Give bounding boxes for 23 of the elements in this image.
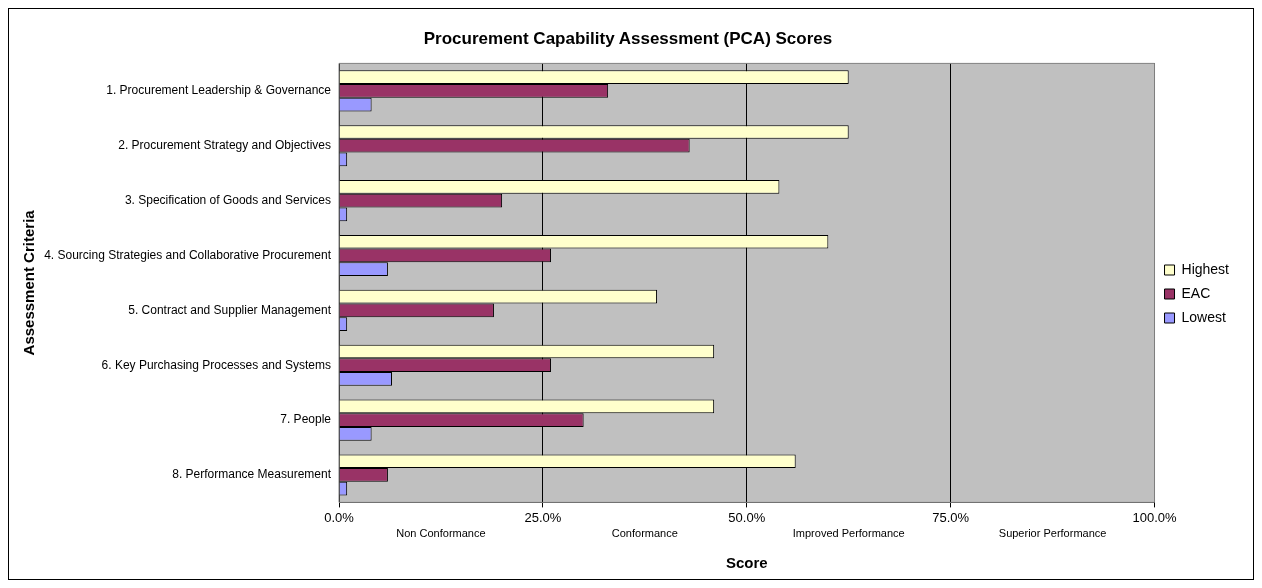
text: Superior Performance	[998, 526, 1107, 539]
y-tick-label: 8. Performance Measurement	[172, 467, 332, 482]
y-tick-label: 7. People	[280, 412, 332, 427]
x-tick-label: 0.0%	[324, 509, 355, 525]
y-tick-label: 1. Procurement Leadership & Governance	[106, 83, 332, 98]
x-tick-label: 75.0%	[932, 509, 970, 525]
x-tick-label: 100.0%	[1132, 509, 1178, 525]
legend-label: Highest	[1181, 260, 1230, 277]
legend-label: EAC	[1181, 284, 1211, 301]
text: Conformance	[611, 526, 678, 539]
y-tick-label: 3. Specification of Goods and Services	[124, 192, 331, 207]
y-tick-label: 4. Sourcing Strategies and Collaborative Procurement	[44, 247, 332, 262]
y-tick-label: 5. Contract and Supplier Management	[128, 302, 332, 317]
x-tick-label: 25.0%	[524, 509, 562, 525]
chart-title: Procurement Capability Assessment (PCA) Scores	[423, 28, 833, 48]
y-tick-label: 6. Key Purchasing Processes and Systems	[101, 357, 331, 372]
x-tick-label: 50.0%	[728, 509, 766, 525]
text: Improved Performance	[792, 526, 905, 539]
x-axis-title: Score	[725, 554, 768, 572]
text: Non Conformance	[396, 526, 486, 539]
y-axis-title: Assessment Criteria	[20, 209, 38, 356]
legend-label: Lowest	[1181, 308, 1226, 325]
y-tick-label: 2. Procurement Strategy and Objectives	[118, 138, 331, 153]
